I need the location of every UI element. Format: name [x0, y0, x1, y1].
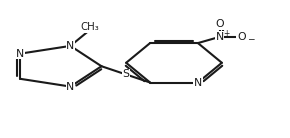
Text: N: N	[66, 41, 75, 51]
Text: N: N	[215, 32, 224, 42]
Text: CH₃: CH₃	[80, 22, 99, 32]
Text: N: N	[66, 82, 75, 92]
Text: −: −	[247, 34, 254, 43]
Text: +: +	[223, 29, 229, 38]
Text: O: O	[215, 19, 224, 29]
Text: N: N	[194, 78, 202, 87]
Text: O: O	[237, 32, 246, 42]
Text: S: S	[122, 69, 129, 79]
Text: N: N	[16, 49, 24, 59]
